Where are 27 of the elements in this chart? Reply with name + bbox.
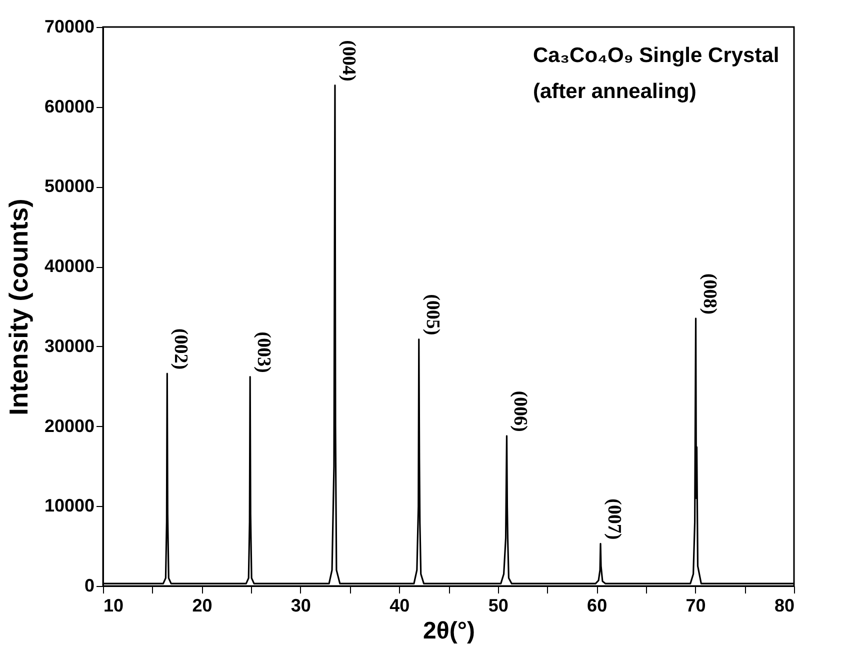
x-tick-label: 80 xyxy=(774,596,794,616)
y-tick-label: 10000 xyxy=(44,496,94,516)
y-tick-label: 50000 xyxy=(44,176,94,196)
annotation: (002) xyxy=(170,328,192,370)
x-tick-label: 10 xyxy=(104,596,124,616)
annotation: (006) xyxy=(510,390,531,432)
y-axis-title: Intensity (counts) xyxy=(3,198,34,416)
annotation: (after annealing) xyxy=(533,80,696,103)
x-tick-label: 50 xyxy=(488,596,508,616)
y-tick-label: 70000 xyxy=(44,16,94,36)
x-tick-label: 40 xyxy=(390,596,410,616)
y-tick-label: 20000 xyxy=(44,416,94,436)
annotation: (005) xyxy=(422,294,443,336)
y-tick-label: 30000 xyxy=(44,336,94,356)
x-axis-title: 2θ(°) xyxy=(423,618,475,644)
x-tick-label: 70 xyxy=(686,596,706,616)
y-tick-label: 0 xyxy=(84,576,94,596)
annotation: (007) xyxy=(604,498,625,540)
x-tick-label: 60 xyxy=(587,596,608,616)
x-tick-label: 20 xyxy=(192,596,212,616)
x-tick-label: 30 xyxy=(290,596,311,616)
annotation: (004) xyxy=(338,40,359,82)
y-tick-label: 60000 xyxy=(44,96,94,116)
y-tick-label: 40000 xyxy=(44,256,94,276)
annotation: Ca₃Co₄O₉ Single Crystal xyxy=(533,44,780,67)
annotation: (008) xyxy=(698,273,720,314)
annotation: (003) xyxy=(253,332,274,373)
